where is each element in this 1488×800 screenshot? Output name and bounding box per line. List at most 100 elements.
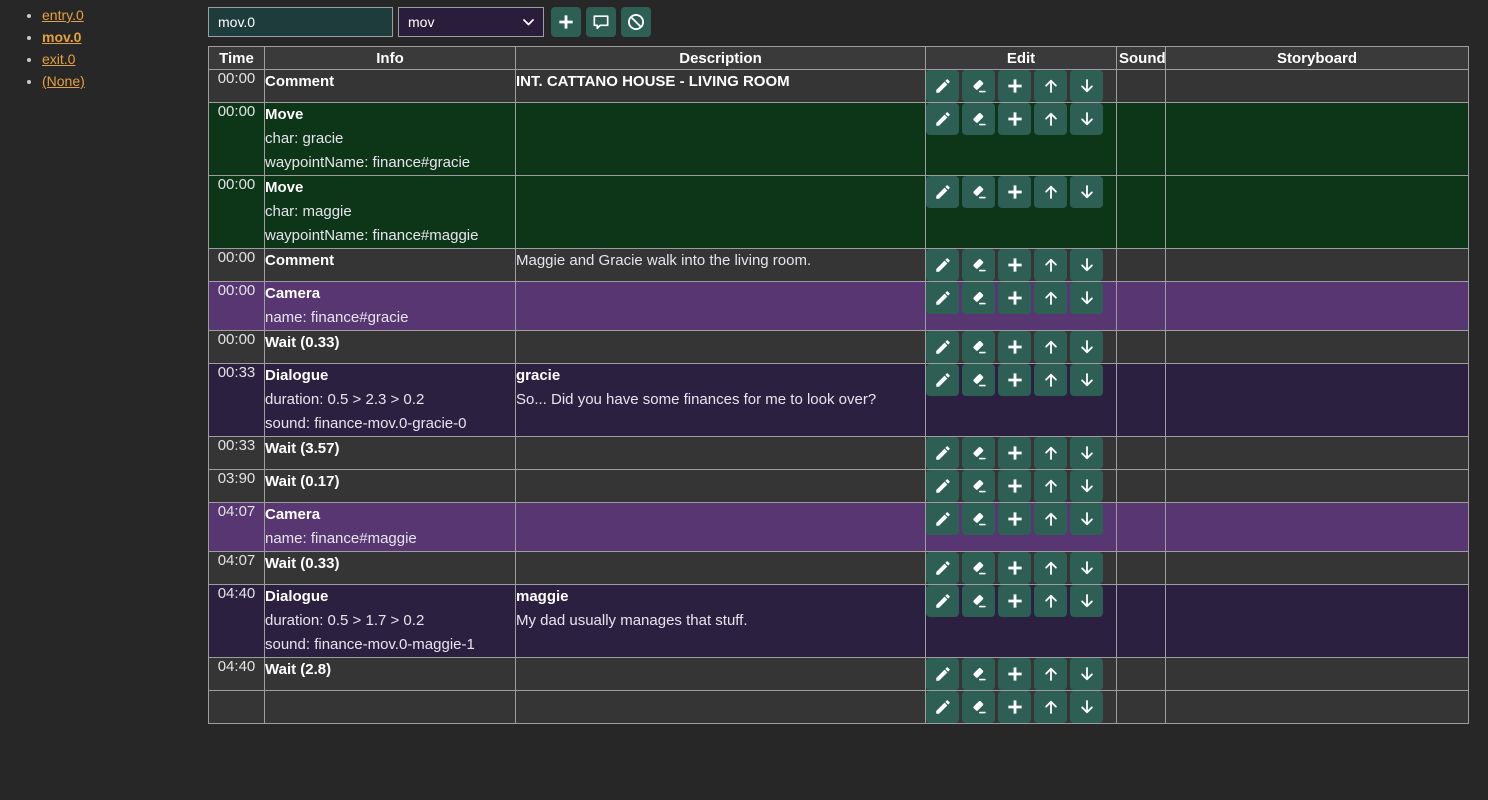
move-up-button[interactable]: [1034, 470, 1067, 502]
eraser-icon: [970, 559, 988, 577]
add-button[interactable]: [998, 364, 1031, 396]
row-action-buttons: [926, 470, 1116, 502]
scene-editor: mov TimeInfoDescriptionEditSoundStoryboa…: [208, 0, 1488, 800]
add-button[interactable]: [998, 103, 1031, 135]
move-down-button[interactable]: [1070, 331, 1103, 363]
row-action-buttons: [926, 282, 1116, 314]
move-up-button[interactable]: [1034, 70, 1067, 102]
move-down-button[interactable]: [1070, 691, 1103, 723]
add-button[interactable]: [998, 470, 1031, 502]
edit-button[interactable]: [926, 103, 959, 135]
move-up-button[interactable]: [1034, 437, 1067, 469]
move-down-button[interactable]: [1070, 552, 1103, 584]
row-info: Camera name: finance#gracie: [264, 281, 516, 331]
toolbar-disable-button[interactable]: [621, 7, 651, 37]
move-up-button[interactable]: [1034, 658, 1067, 690]
scene-link-entry-0[interactable]: entry.0: [42, 7, 84, 23]
arrow-up-icon: [1042, 371, 1060, 389]
add-button[interactable]: [998, 691, 1031, 723]
add-button[interactable]: [998, 503, 1031, 535]
edit-button[interactable]: [926, 249, 959, 281]
pencil-icon: [934, 559, 952, 577]
erase-button[interactable]: [962, 249, 995, 281]
add-button[interactable]: [998, 331, 1031, 363]
add-button[interactable]: [998, 437, 1031, 469]
move-up-button[interactable]: [1034, 249, 1067, 281]
move-down-button[interactable]: [1070, 437, 1103, 469]
add-button[interactable]: [998, 658, 1031, 690]
erase-button[interactable]: [962, 437, 995, 469]
erase-button[interactable]: [962, 176, 995, 208]
move-down-button[interactable]: [1070, 282, 1103, 314]
move-up-button[interactable]: [1034, 282, 1067, 314]
edit-button[interactable]: [926, 503, 959, 535]
row-storyboard: [1165, 690, 1469, 724]
edit-button[interactable]: [926, 331, 959, 363]
erase-button[interactable]: [962, 552, 995, 584]
pencil-icon: [934, 338, 952, 356]
move-up-button[interactable]: [1034, 364, 1067, 396]
erase-button[interactable]: [962, 503, 995, 535]
edit-button[interactable]: [926, 437, 959, 469]
plus-icon: [1005, 370, 1025, 390]
add-button[interactable]: [998, 249, 1031, 281]
move-down-button[interactable]: [1070, 364, 1103, 396]
edit-button[interactable]: [926, 470, 959, 502]
edit-button[interactable]: [926, 282, 959, 314]
scene-link-exit-0[interactable]: exit.0: [42, 51, 76, 67]
edit-button[interactable]: [926, 658, 959, 690]
scene-link-none[interactable]: (None): [42, 73, 85, 89]
scene-list-item: entry.0: [42, 7, 208, 23]
add-button[interactable]: [998, 282, 1031, 314]
move-down-button[interactable]: [1070, 503, 1103, 535]
edit-button[interactable]: [926, 691, 959, 723]
move-down-button[interactable]: [1070, 658, 1103, 690]
erase-button[interactable]: [962, 70, 995, 102]
erase-button[interactable]: [962, 470, 995, 502]
row-edit-actions: [925, 248, 1117, 282]
move-up-button[interactable]: [1034, 585, 1067, 617]
edit-button[interactable]: [926, 585, 959, 617]
move-down-button[interactable]: [1070, 470, 1103, 502]
row-info: Wait (3.57): [264, 436, 516, 470]
move-up-button[interactable]: [1034, 503, 1067, 535]
row-info-title: Wait (0.33): [265, 334, 340, 351]
edit-button[interactable]: [926, 364, 959, 396]
scene-name-input[interactable]: [208, 7, 393, 37]
move-up-button[interactable]: [1034, 552, 1067, 584]
erase-button[interactable]: [962, 103, 995, 135]
scene-link-mov-0[interactable]: mov.0: [42, 29, 82, 45]
scene-type-select[interactable]: mov: [398, 7, 544, 37]
add-button[interactable]: [998, 585, 1031, 617]
move-down-button[interactable]: [1070, 585, 1103, 617]
add-button[interactable]: [998, 70, 1031, 102]
row-description: [515, 436, 926, 470]
move-up-button[interactable]: [1034, 331, 1067, 363]
move-down-button[interactable]: [1070, 249, 1103, 281]
erase-button[interactable]: [962, 282, 995, 314]
move-up-button[interactable]: [1034, 176, 1067, 208]
erase-button[interactable]: [962, 691, 995, 723]
toolbar-buttons: [551, 7, 651, 37]
edit-button[interactable]: [926, 70, 959, 102]
edit-button[interactable]: [926, 552, 959, 584]
add-button[interactable]: [998, 176, 1031, 208]
move-down-button[interactable]: [1070, 70, 1103, 102]
erase-button[interactable]: [962, 658, 995, 690]
row-info-detail: name: finance#maggie: [265, 530, 417, 547]
move-up-button[interactable]: [1034, 691, 1067, 723]
arrow-up-icon: [1042, 77, 1060, 95]
toolbar-add-button[interactable]: [551, 7, 581, 37]
edit-button[interactable]: [926, 176, 959, 208]
row-info-detail: char: maggie: [265, 203, 352, 220]
move-down-button[interactable]: [1070, 103, 1103, 135]
erase-button[interactable]: [962, 585, 995, 617]
add-button[interactable]: [998, 552, 1031, 584]
toolbar-comment-button[interactable]: [586, 7, 616, 37]
plus-icon: [1005, 476, 1025, 496]
move-up-button[interactable]: [1034, 103, 1067, 135]
erase-button[interactable]: [962, 364, 995, 396]
erase-button[interactable]: [962, 331, 995, 363]
move-down-button[interactable]: [1070, 176, 1103, 208]
row-description: [515, 102, 926, 176]
